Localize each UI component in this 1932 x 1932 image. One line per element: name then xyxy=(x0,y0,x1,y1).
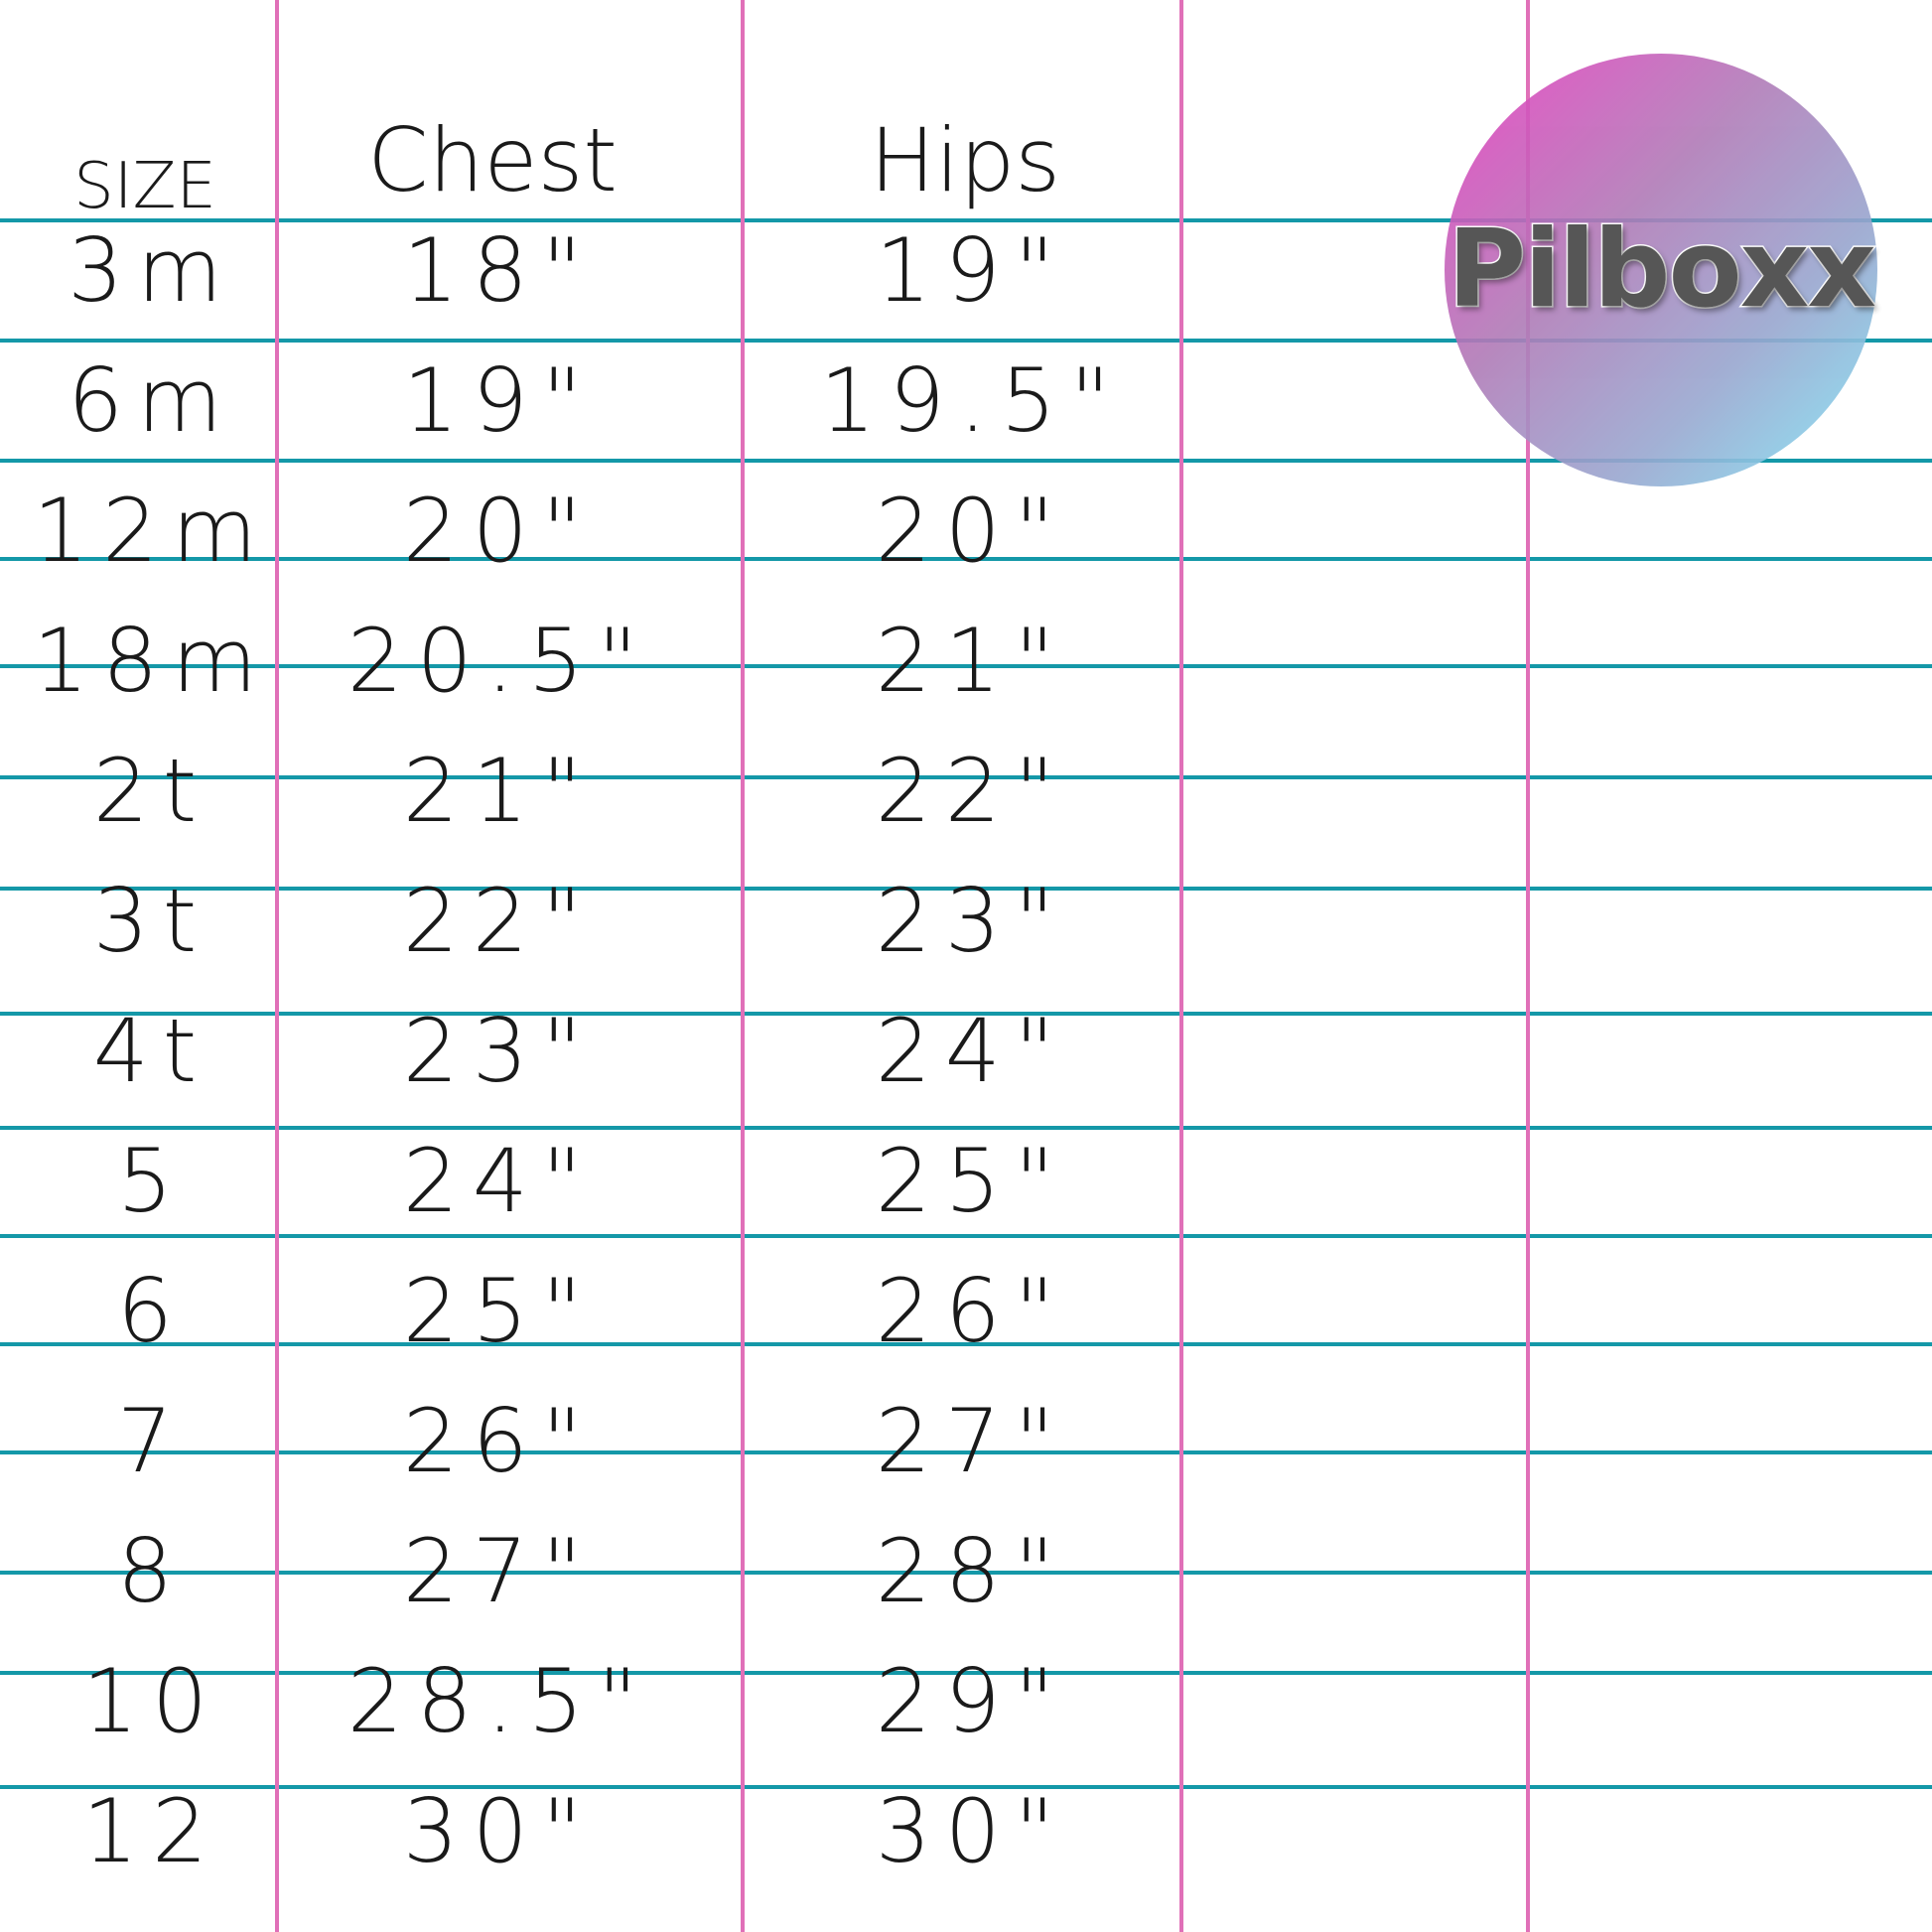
row-divider xyxy=(0,459,1932,463)
cell-chest: 27" xyxy=(402,1520,597,1622)
row-divider xyxy=(0,1126,1932,1130)
cell-chest: 20.5" xyxy=(346,610,652,712)
row-divider xyxy=(0,664,1932,668)
column-divider xyxy=(741,0,745,1932)
cell-size: 4t xyxy=(92,1000,211,1102)
cell-chest: 20" xyxy=(402,480,597,582)
cell-hips: 21" xyxy=(875,610,1069,712)
cell-size: 6m xyxy=(68,349,236,452)
cell-hips: 25" xyxy=(875,1130,1069,1232)
header-chest: Chest xyxy=(367,109,618,211)
cell-size: 3m xyxy=(68,219,236,322)
pilboxx-logo: Pilboxx xyxy=(1445,54,1878,486)
cell-chest: 24" xyxy=(402,1130,597,1232)
row-divider xyxy=(0,1450,1932,1454)
cell-size: 6 xyxy=(117,1260,187,1362)
cell-size: 12 xyxy=(82,1780,221,1882)
column-divider xyxy=(1526,0,1530,1932)
cell-chest: 18" xyxy=(402,219,597,322)
cell-hips: 30" xyxy=(875,1780,1069,1882)
row-divider xyxy=(0,1671,1932,1675)
cell-chest: 23" xyxy=(402,1000,597,1102)
cell-chest: 30" xyxy=(402,1780,597,1882)
cell-hips: 27" xyxy=(875,1390,1069,1492)
cell-chest: 19" xyxy=(402,349,597,452)
cell-size: 12m xyxy=(33,480,271,582)
row-divider xyxy=(0,1012,1932,1016)
cell-chest: 22" xyxy=(402,870,597,972)
header-size: SIZE xyxy=(73,150,216,223)
row-divider xyxy=(0,887,1932,891)
cell-hips: 29" xyxy=(875,1650,1069,1752)
column-divider xyxy=(275,0,279,1932)
cell-size: 7 xyxy=(117,1390,187,1492)
cell-hips: 26" xyxy=(875,1260,1069,1362)
row-divider xyxy=(0,775,1932,779)
cell-chest: 26" xyxy=(402,1390,597,1492)
cell-hips: 19" xyxy=(875,219,1069,322)
cell-size: 8 xyxy=(117,1520,187,1622)
row-divider xyxy=(0,1571,1932,1575)
logo-text: Pilboxx xyxy=(1446,207,1877,334)
cell-size: 3t xyxy=(92,870,211,972)
cell-chest: 25" xyxy=(402,1260,597,1362)
cell-hips: 22" xyxy=(875,740,1069,842)
cell-hips: 19.5" xyxy=(819,349,1125,452)
cell-size: 2t xyxy=(92,740,211,842)
cell-size: 5 xyxy=(117,1130,187,1232)
header-hips: Hips xyxy=(869,109,1061,211)
row-divider xyxy=(0,339,1932,343)
cell-size: 18m xyxy=(33,610,271,712)
row-divider xyxy=(0,1785,1932,1789)
cell-hips: 24" xyxy=(875,1000,1069,1102)
row-divider xyxy=(0,557,1932,561)
cell-size: 10 xyxy=(82,1650,221,1752)
row-divider xyxy=(0,1234,1932,1238)
cell-hips: 20" xyxy=(875,480,1069,582)
row-divider xyxy=(0,218,1932,222)
cell-chest: 28.5" xyxy=(346,1650,652,1752)
cell-hips: 23" xyxy=(875,870,1069,972)
cell-hips: 28" xyxy=(875,1520,1069,1622)
column-divider xyxy=(1179,0,1183,1932)
cell-chest: 21" xyxy=(402,740,597,842)
row-divider xyxy=(0,1342,1932,1346)
